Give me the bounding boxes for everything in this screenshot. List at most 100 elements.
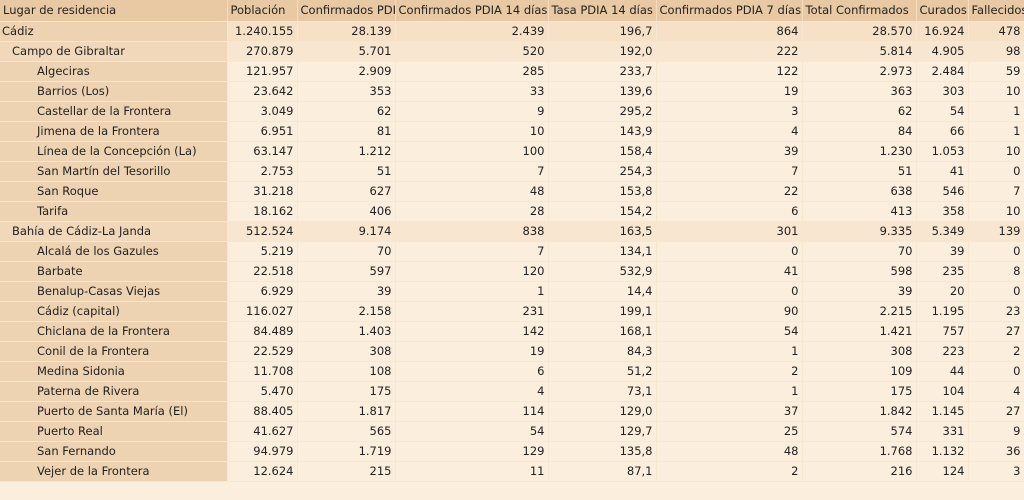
value-cell: 757 (916, 321, 969, 342)
value-cell: 139 (968, 221, 1024, 242)
value-cell: 598 (802, 261, 917, 282)
place-name-cell: Puerto de Santa María (El) (0, 401, 228, 422)
value-cell: 1.132 (916, 441, 969, 462)
municipality-row: Puerto Real 41.627 565 54 129,7 25 574 331 9 (0, 421, 1024, 442)
place-name-cell: San Roque (0, 181, 228, 202)
value-cell: 838 (395, 221, 549, 242)
value-cell: 308 (297, 341, 396, 362)
header-confirmados-pdia-7[interactable]: Confirmados PDIA 7 días (656, 0, 803, 22)
header-confirmados-pdia[interactable]: Confirmados PDIA (297, 0, 396, 22)
value-cell: 36 (968, 441, 1024, 462)
value-cell: 62 (297, 101, 396, 122)
value-cell: 120 (395, 261, 549, 282)
value-cell: 308 (802, 341, 917, 362)
value-cell: 7 (656, 161, 803, 182)
value-cell: 73,1 (548, 381, 657, 402)
value-cell: 48 (656, 441, 803, 462)
value-cell: 5.470 (227, 381, 298, 402)
value-cell: 175 (802, 381, 917, 402)
municipality-row: Jimena de la Frontera 6.951 81 10 143,9 4 84 66… (0, 121, 1024, 142)
value-cell: 3 (968, 461, 1024, 482)
value-cell: 2 (656, 461, 803, 482)
value-cell: 7 (395, 241, 549, 262)
value-cell: 90 (656, 301, 803, 322)
value-cell: 546 (916, 181, 969, 202)
municipality-row: Paterna de Rivera 5.470 175 4 73,1 1 175 104 4 (0, 381, 1024, 402)
value-cell: 41 (916, 161, 969, 182)
municipality-row: San Martín del Tesorillo 2.753 51 7 254,3 7 51… (0, 161, 1024, 182)
value-cell: 39 (656, 141, 803, 162)
value-cell: 9 (968, 421, 1024, 442)
value-cell: 142 (395, 321, 549, 342)
value-cell: 231 (395, 301, 549, 322)
value-cell: 6.951 (227, 121, 298, 142)
header-fallecidos[interactable]: Fallecidos (968, 0, 1024, 22)
table-body: Cádiz 1.240.155 28.139 2.439 196,7 864 28.570 1… (0, 21, 1024, 482)
value-cell: 1.212 (297, 141, 396, 162)
header-curados[interactable]: Curados (916, 0, 969, 22)
value-cell: 20 (916, 281, 969, 302)
value-cell: 124 (916, 461, 969, 482)
value-cell: 70 (802, 241, 917, 262)
value-cell: 331 (916, 421, 969, 442)
value-cell: 6.929 (227, 281, 298, 302)
place-name-cell: Barrios (Los) (0, 81, 228, 102)
value-cell: 520 (395, 41, 549, 62)
value-cell: 88.405 (227, 401, 298, 422)
value-cell: 3.049 (227, 101, 298, 122)
value-cell: 1.842 (802, 401, 917, 422)
value-cell: 1 (656, 341, 803, 362)
value-cell: 285 (395, 61, 549, 82)
value-cell: 51 (297, 161, 396, 182)
value-cell: 116.027 (227, 301, 298, 322)
value-cell: 18.162 (227, 201, 298, 222)
value-cell: 10 (968, 141, 1024, 162)
value-cell: 41 (656, 261, 803, 282)
value-cell: 295,2 (548, 101, 657, 122)
value-cell: 51 (802, 161, 917, 182)
header-total-confirmados[interactable]: Total Confirmados (802, 0, 917, 22)
place-name-cell: San Martín del Tesorillo (0, 161, 228, 182)
municipality-row: Conil de la Frontera 22.529 308 19 84,3 1 308 2… (0, 341, 1024, 362)
value-cell: 235 (916, 261, 969, 282)
value-cell: 121.957 (227, 61, 298, 82)
header-confirmados-pdia-14[interactable]: Confirmados PDIA 14 días (395, 0, 549, 22)
header-tasa-pdia-14[interactable]: Tasa PDIA 14 días (548, 0, 657, 22)
value-cell: 574 (802, 421, 917, 442)
value-cell: 597 (297, 261, 396, 282)
place-name-cell: Bahía de Cádiz-La Janda (0, 221, 228, 242)
place-name-cell: Alcalá de los Gazules (0, 241, 228, 262)
municipality-row: San Fernando 94.979 1.719 129 135,8 48 1.768 1.… (0, 441, 1024, 462)
value-cell: 28 (395, 201, 549, 222)
value-cell: 37 (656, 401, 803, 422)
value-cell: 1.240.155 (227, 21, 298, 42)
place-name-cell: Jimena de la Frontera (0, 121, 228, 142)
value-cell: 28.570 (802, 21, 917, 42)
value-cell: 23.642 (227, 81, 298, 102)
value-cell: 2.215 (802, 301, 917, 322)
place-name-cell: Cádiz (capital) (0, 301, 228, 322)
value-cell: 16.924 (916, 21, 969, 42)
value-cell: 0 (968, 281, 1024, 302)
value-cell: 0 (968, 161, 1024, 182)
value-cell: 222 (656, 41, 803, 62)
value-cell: 2.158 (297, 301, 396, 322)
header-poblacion[interactable]: Población (227, 0, 298, 22)
value-cell: 122 (656, 61, 803, 82)
municipality-row: Benalup-Casas Viejas 6.929 39 1 14,4 0 39 20 0 (0, 281, 1024, 302)
header-lugar[interactable]: Lugar de residencia (0, 0, 228, 22)
value-cell: 39 (297, 281, 396, 302)
value-cell: 196,7 (548, 21, 657, 42)
value-cell: 22 (656, 181, 803, 202)
value-cell: 154,2 (548, 201, 657, 222)
value-cell: 39 (916, 241, 969, 262)
value-cell: 2.484 (916, 61, 969, 82)
place-name-cell: Cádiz (0, 21, 228, 42)
place-name-cell: Paterna de Rivera (0, 381, 228, 402)
value-cell: 19 (656, 81, 803, 102)
value-cell: 9 (395, 101, 549, 122)
place-name-cell: Chiclana de la Frontera (0, 321, 228, 342)
value-cell: 10 (968, 81, 1024, 102)
value-cell: 1 (968, 121, 1024, 142)
value-cell: 363 (802, 81, 917, 102)
